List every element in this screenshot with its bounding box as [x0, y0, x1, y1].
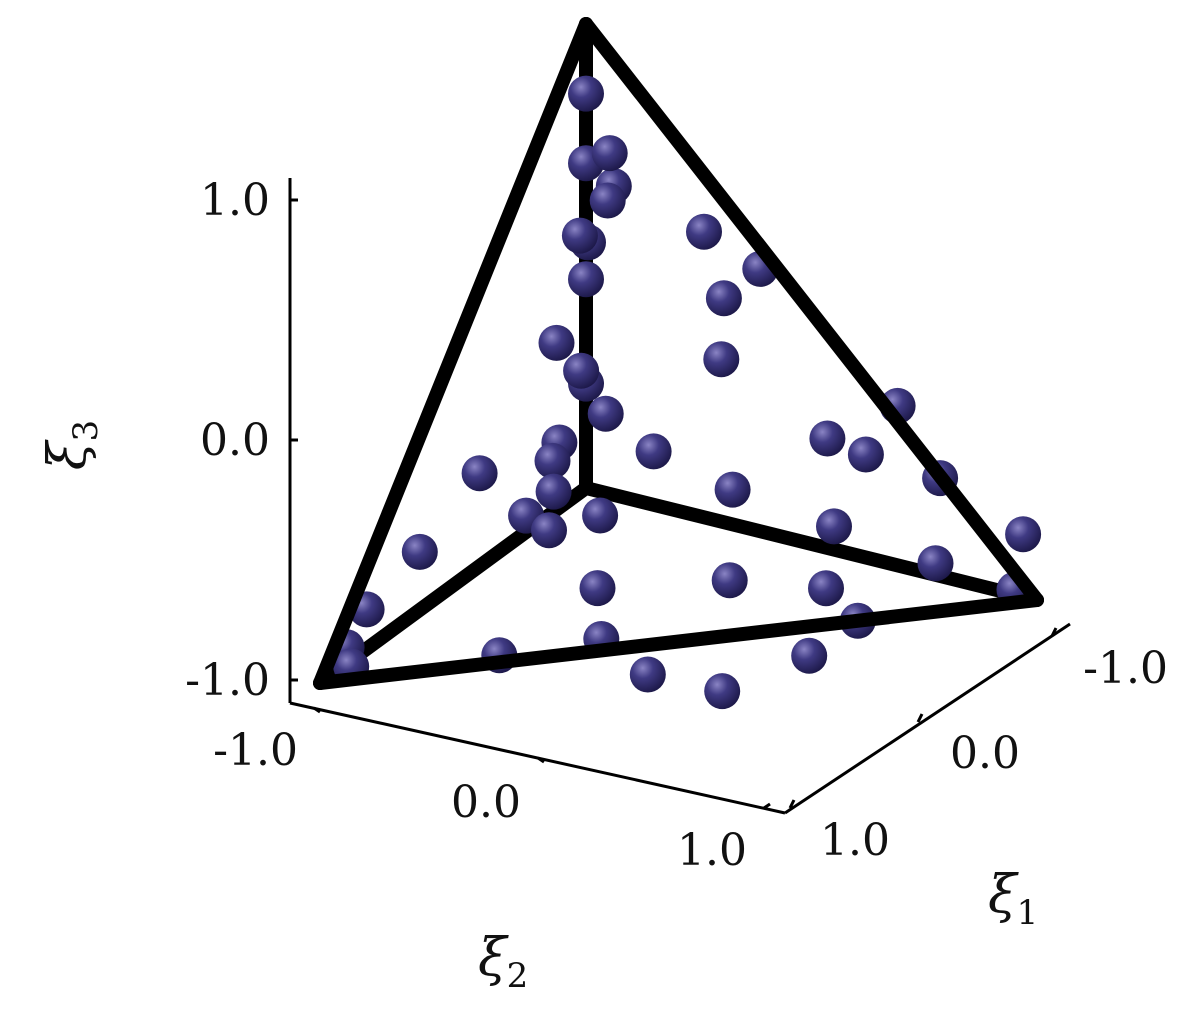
- data-point: [461, 455, 498, 492]
- data-point: [568, 261, 604, 298]
- x3-tick-label: 0.0: [200, 415, 270, 466]
- data-point: [582, 497, 619, 534]
- data-point: [635, 433, 672, 470]
- x3-axis-title: ξ3: [38, 420, 106, 470]
- x3-axis-title-subscript: 3: [66, 420, 106, 442]
- x3-tick-label: 1.0: [200, 175, 270, 226]
- data-point: [791, 637, 828, 674]
- tetrahedron-edge: [579, 17, 1044, 607]
- x2-tick-mark: [537, 756, 545, 764]
- x3-tick-label: -1.0: [185, 655, 270, 706]
- x1-axis-title-subscript: 1: [1017, 893, 1039, 933]
- tetrahedron-edge: [313, 17, 593, 690]
- tetrahedron-front-edges: [313, 17, 1044, 690]
- data-point: [561, 217, 598, 254]
- x2-tick-mark: [763, 802, 771, 810]
- x1-tick-mark: [788, 799, 796, 809]
- x3-tick-labels: 1.0 0.0 -1.0: [185, 175, 270, 706]
- x2-axis-line: [289, 701, 786, 815]
- x1-tick-label: -1.0: [1083, 643, 1168, 694]
- tetrahedron-back-edges: [313, 17, 1044, 690]
- x1-axis-title-symbol: ξ: [988, 865, 1019, 925]
- data-point: [917, 545, 954, 582]
- data-point: [591, 135, 628, 172]
- axis-ticks: [290, 198, 1058, 810]
- data-point: [703, 341, 740, 378]
- data-point: [686, 213, 722, 250]
- tetrahedron-edge: [313, 593, 1044, 690]
- x2-tick-label: -1.0: [213, 725, 298, 776]
- x1-tick-label: 0.0: [950, 728, 1020, 779]
- data-point: [705, 280, 742, 317]
- x1-axis-title: ξ1: [988, 865, 1038, 933]
- x1-tick-labels: -1.0 0.0 1.0: [820, 643, 1168, 866]
- data-point: [587, 395, 624, 432]
- data-point: [538, 324, 575, 361]
- x1-tick-label: 1.0: [820, 815, 890, 866]
- data-point: [589, 182, 626, 219]
- data-point: [808, 570, 844, 607]
- data-point: [711, 562, 748, 599]
- data-point: [534, 442, 571, 479]
- x2-tick-label: 0.0: [451, 777, 521, 828]
- data-point: [704, 673, 741, 710]
- data-point: [401, 533, 438, 570]
- x1-tick-mark: [916, 713, 924, 723]
- axes-frame: [288, 178, 1071, 815]
- data-point: [714, 471, 751, 508]
- tetrahedron-edge: [579, 481, 1044, 607]
- x2-tick-label: 1.0: [677, 825, 747, 876]
- data-point: [563, 352, 600, 389]
- data-point: [629, 656, 666, 693]
- data-point: [847, 436, 884, 473]
- x2-axis-title: ξ2: [478, 928, 528, 996]
- x2-axis-title-subscript: 2: [507, 956, 529, 996]
- data-point: [568, 75, 604, 112]
- x2-tick-labels: -1.0 0.0 1.0: [213, 725, 747, 876]
- data-point: [809, 420, 846, 457]
- x3-axis-title-symbol: ξ: [38, 439, 98, 470]
- x1-tick-mark: [1050, 627, 1058, 637]
- x1-axis-line: [784, 622, 1071, 815]
- data-point: [579, 570, 616, 607]
- data-point: [531, 512, 567, 549]
- data-point: [535, 473, 572, 510]
- x2-axis-title-symbol: ξ: [478, 928, 509, 988]
- data-point: [1005, 516, 1042, 553]
- x2-tick-mark: [313, 706, 321, 714]
- data-point: [816, 508, 852, 545]
